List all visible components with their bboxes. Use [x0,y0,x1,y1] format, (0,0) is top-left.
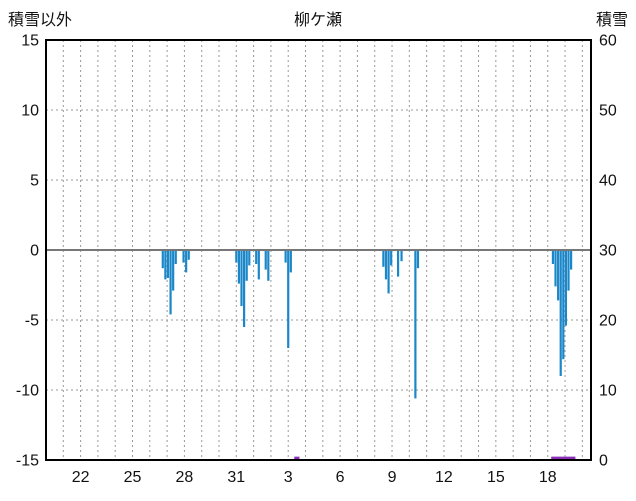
precip-bar [174,250,177,264]
x-axis-tick-label: 6 [336,469,345,486]
chart-title: 柳ケ瀬 [293,12,342,29]
precip-bar [390,250,393,266]
x-axis-tick-label: 15 [487,469,505,486]
x-axis-tick-label: 3 [284,469,293,486]
right-axis-tick-label: 20 [599,313,617,330]
precip-bar [237,250,241,284]
precip-bar [255,250,258,264]
right-axis-tick-label: 60 [599,33,617,50]
precip-bar [284,250,287,263]
x-axis-tick-label: 28 [176,469,194,486]
precip-bar [551,250,555,264]
x-axis-tick-label: 22 [72,469,90,486]
left-axis-tick-label: 10 [21,103,39,120]
precip-bar [257,250,260,280]
precip-bar [559,250,562,376]
precip-bar [166,250,170,278]
precip-bar [240,250,243,306]
precip-bar [384,250,388,280]
precip-bar [387,250,390,294]
left-axis-tick-label: 15 [21,33,39,50]
x-axis-tick-label: 18 [539,469,557,486]
left-axis-tick-label: 0 [30,243,39,260]
left-axis-tick-label: 5 [30,173,39,190]
precip-bar [248,250,251,266]
right-axis-title: 積雪 [595,12,628,29]
precip-bar [164,250,167,280]
precip-bar [416,250,420,269]
right-axis-tick-label: 50 [599,103,617,120]
precip-bar [267,250,270,281]
right-axis-tick-label: 10 [599,383,617,400]
right-axis-tick-label: 30 [599,243,617,260]
precip-bar [567,250,570,291]
precip-bar [289,250,292,273]
precip-bar [169,250,172,315]
precip-bar [182,250,185,263]
precip-bar [414,250,417,399]
precip-bar [185,250,188,273]
precip-bar [172,250,175,291]
left-axis-title: 積雪以外 [8,12,73,29]
precip-bar [382,250,385,267]
precip-bar [245,250,248,281]
x-axis-tick-label: 25 [124,469,142,486]
precip-bar [243,250,246,327]
precip-bar [264,250,267,270]
x-axis-tick-label: 9 [388,469,397,486]
right-axis-tick-label: 0 [599,453,608,470]
left-axis-tick-label: -5 [25,313,39,330]
right-axis-tick-label: 40 [599,173,617,190]
precip-bar [396,250,400,277]
precip-bar [161,250,164,269]
precip-bar [557,250,560,301]
x-axis-tick-label: 31 [227,469,245,486]
precip-bar [287,250,290,348]
plot-frame [45,39,592,461]
precip-bar [570,250,573,270]
left-axis-tick-label: -15 [16,453,39,470]
precip-bar [562,250,565,360]
precip-bar [235,250,238,263]
precip-bar [400,250,403,262]
precip-bar [554,250,557,287]
x-axis-tick-label: 12 [435,469,453,486]
precip-bar [564,250,568,326]
left-axis-tick-label: -10 [16,383,39,400]
precip-bar [187,250,190,260]
